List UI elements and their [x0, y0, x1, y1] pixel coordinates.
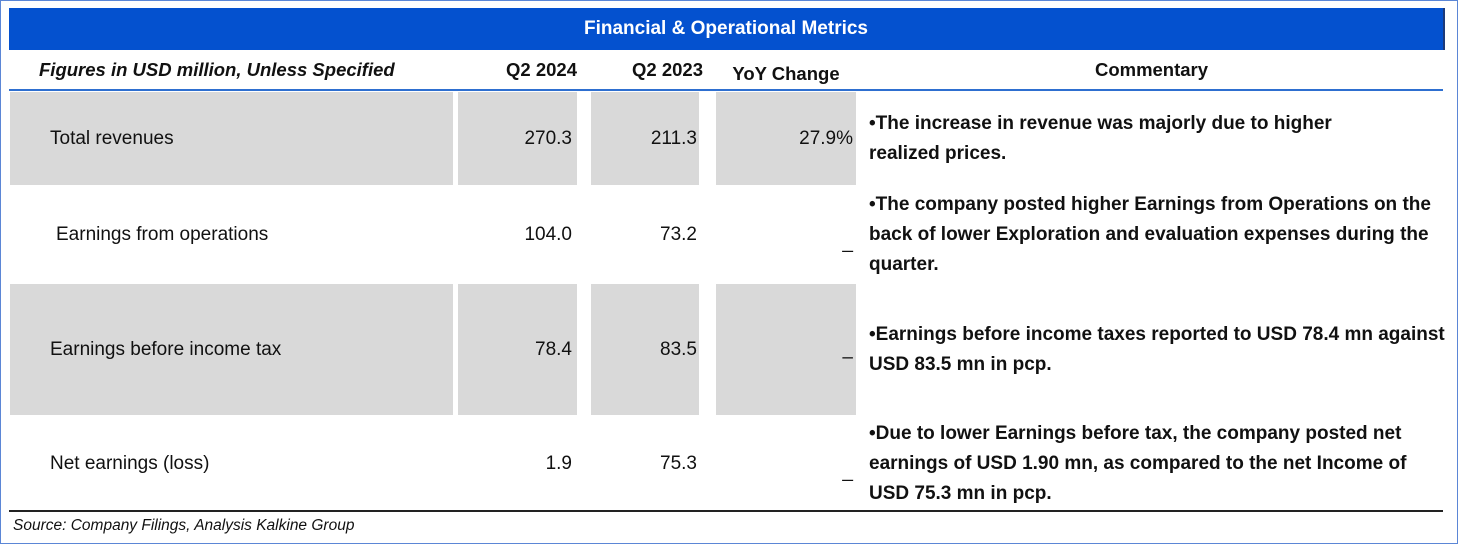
- cell-yoy-change-wrap: –: [716, 284, 856, 415]
- header-commentary: Commentary: [1094, 58, 1209, 80]
- cell-yoy-change-wrap: _: [716, 418, 856, 510]
- cell-q2-2023: 75.3: [660, 453, 697, 474]
- cell-q2-2024: 104.0: [524, 223, 572, 245]
- cell-commentary: •The increase in revenue was majorly due…: [869, 112, 1332, 164]
- cell-q2-2024: 1.9: [545, 453, 572, 474]
- header-q2-2024: Q2 2024: [506, 58, 577, 80]
- row-label: Total revenues: [10, 92, 453, 185]
- cell-commentary: •Earnings before income taxes reported t…: [869, 284, 1449, 415]
- cell-yoy-change-wrap: _: [716, 186, 856, 283]
- cell-commentary: •Due to lower Earnings before tax, the c…: [869, 423, 1407, 504]
- cell-yoy-change: –: [842, 346, 853, 368]
- cell-yoy-change: _: [842, 231, 853, 253]
- table-row-total-revenues: Total revenues 270.3 211.3 27.9% •The in…: [9, 92, 1443, 185]
- cell-q2-2023: 73.2: [660, 223, 697, 245]
- table-row-earnings-before-income-tax: Earnings before income tax 78.4 83.5 – •…: [9, 284, 1449, 415]
- cell-yoy-change: _: [842, 461, 853, 482]
- table-bottom-rule: [9, 510, 1443, 512]
- row-label: Earnings before income tax: [10, 284, 453, 415]
- cell-q2-2024: 78.4: [458, 284, 577, 415]
- cell-q2-2023: 211.3: [591, 92, 699, 185]
- cell-q2-2023: 83.5: [591, 284, 699, 415]
- table-row-net-earnings: Net earnings (loss) 1.9 75.3 _ •Due to l…: [9, 418, 1443, 510]
- table-title: Financial & Operational Metrics: [9, 8, 1445, 50]
- row-label: Net earnings (loss): [50, 453, 210, 474]
- table-header-row: Figures in USD million, Unless Specified…: [9, 50, 1443, 91]
- cell-q2-2024: 270.3: [458, 92, 577, 185]
- header-yoy-change: YoY Change: [732, 62, 840, 84]
- table-row-earnings-from-operations: Earnings from operations 104.0 73.2 _ •T…: [9, 186, 1443, 283]
- source-note: Source: Company Filings, Analysis Kalkin…: [13, 517, 355, 534]
- cell-yoy-change: 27.9%: [716, 92, 856, 185]
- header-q2-2023: Q2 2023: [632, 58, 703, 80]
- header-units-label: Figures in USD million, Unless Specified: [39, 58, 395, 80]
- row-label: Earnings from operations: [56, 223, 269, 245]
- cell-commentary: •The company posted higher Earnings from…: [869, 193, 1431, 275]
